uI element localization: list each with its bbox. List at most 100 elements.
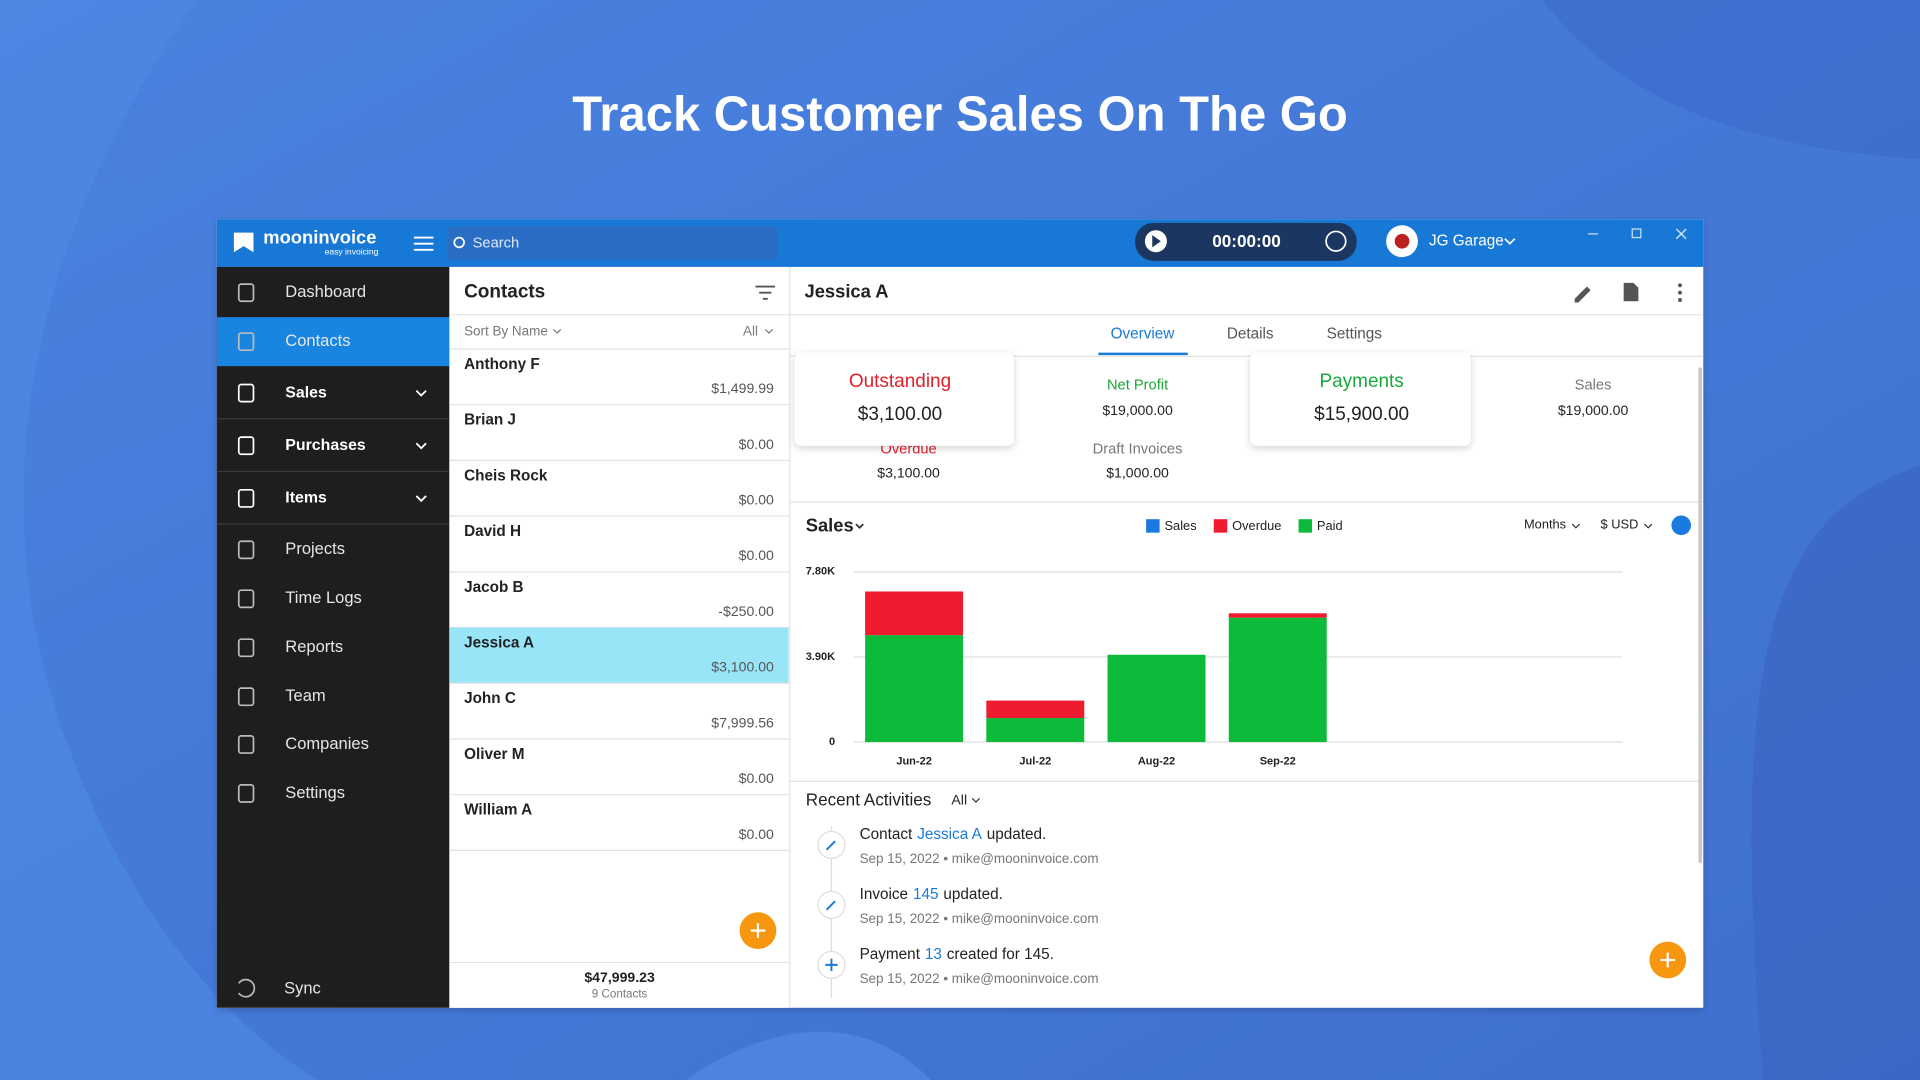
- search-box[interactable]: [446, 226, 778, 260]
- period-chevron: [1571, 523, 1581, 529]
- document-button[interactable]: [1623, 282, 1639, 302]
- contacts-count: 9 Contacts: [592, 987, 648, 1000]
- contact-amount: $0.00: [739, 547, 774, 563]
- info-button[interactable]: [1325, 230, 1347, 252]
- bg-shape: [1542, 0, 1920, 160]
- nav-item[interactable]: Dashboard: [285, 282, 366, 301]
- avatar-logo: [1394, 233, 1410, 249]
- list-filter[interactable]: All: [743, 323, 758, 338]
- nav-item[interactable]: Settings: [285, 783, 345, 802]
- logo-icon: [233, 232, 254, 253]
- payments-card[interactable]: [1250, 352, 1471, 446]
- bg-shape: [1751, 465, 1920, 1080]
- tagline: easy invoicing: [325, 247, 379, 257]
- activity-prefix: Payment: [860, 946, 921, 963]
- bar-segment: [1107, 654, 1206, 743]
- net-profit-value: $19,000.00: [1102, 402, 1173, 418]
- nav-icon: [237, 283, 255, 303]
- contact-name[interactable]: Cheis Rock: [464, 467, 548, 484]
- timer: 00:00:00: [1212, 231, 1281, 251]
- tab[interactable]: Details: [1227, 325, 1274, 342]
- filter-icon[interactable]: [755, 285, 776, 300]
- scrollbar[interactable]: [1698, 367, 1703, 864]
- activity-prefix: Invoice: [860, 886, 908, 903]
- legend-swatch: [1146, 519, 1160, 533]
- tab[interactable]: Overview: [1111, 325, 1176, 342]
- nav-item[interactable]: Companies: [285, 734, 369, 753]
- activity-text: Invoice 145 updated.: [860, 886, 1003, 903]
- play-icon: [1152, 235, 1161, 248]
- bg-shape: [0, 0, 319, 1080]
- activity-text: Payment 13 created for 145.: [860, 946, 1054, 963]
- contact-name[interactable]: Anthony F: [464, 356, 540, 373]
- y-tick-label: 7.80K: [806, 566, 835, 578]
- y-tick-label: 3.90K: [806, 651, 835, 663]
- nav-item[interactable]: Items: [285, 490, 327, 507]
- nav-item[interactable]: Reports: [285, 637, 343, 656]
- activity-suffix: updated.: [943, 886, 1003, 903]
- brand: mooninvoice: [263, 227, 376, 248]
- x-tick-label: Aug-22: [1138, 756, 1175, 768]
- bar-segment: [986, 700, 1085, 719]
- sync-label[interactable]: Sync: [284, 979, 321, 998]
- app-window: mooninvoice easy invoicing Search 00:00:…: [216, 219, 1704, 1008]
- bar-segment: [986, 718, 1085, 743]
- outstanding-value: $3,100.00: [858, 404, 942, 425]
- activity-link[interactable]: 13: [925, 946, 942, 963]
- contact-name[interactable]: John C: [464, 690, 516, 707]
- nav-icon: [237, 784, 255, 803]
- legend-label[interactable]: Paid: [1317, 518, 1343, 533]
- net-profit-label: Net Profit: [1107, 378, 1168, 394]
- contact-name[interactable]: William A: [464, 802, 532, 819]
- contact-name[interactable]: Jessica A: [464, 635, 534, 652]
- sync-icon: [238, 978, 256, 998]
- contact-name[interactable]: Oliver M: [464, 746, 524, 763]
- plus-icon: [1660, 952, 1676, 968]
- nav-item[interactable]: Time Logs: [285, 588, 362, 607]
- nav-item[interactable]: Purchases: [285, 437, 366, 454]
- contact-amount: $0.00: [739, 770, 774, 786]
- tab[interactable]: Settings: [1327, 325, 1383, 342]
- company-name[interactable]: JG Garage: [1429, 232, 1504, 249]
- chart-title-chevron: [855, 523, 864, 529]
- contact-name[interactable]: Brian J: [464, 412, 516, 429]
- nav-item[interactable]: Contacts: [285, 331, 350, 350]
- contact-amount: -$250.00: [718, 603, 774, 619]
- bg-shape: [685, 1031, 931, 1080]
- list-filter-chevron: [764, 328, 774, 334]
- chart-title[interactable]: Sales: [806, 514, 854, 535]
- sort-label[interactable]: Sort By Name: [464, 323, 548, 338]
- nav-item[interactable]: Team: [285, 686, 325, 705]
- more-button[interactable]: [1678, 283, 1682, 302]
- payments-label: Payments: [1319, 371, 1403, 392]
- nav-chevron: [415, 389, 427, 397]
- activity-meta: Sep 15, 2022 • mike@mooninvoice.com: [860, 911, 1099, 926]
- sidebar-active: [216, 317, 450, 367]
- legend-swatch: [1298, 519, 1313, 533]
- nav-item[interactable]: Sales: [285, 384, 327, 401]
- currency-select[interactable]: $ USD: [1601, 517, 1639, 532]
- activity-link[interactable]: 145: [913, 886, 939, 903]
- chart-type-button[interactable]: [1671, 515, 1692, 536]
- activities-filter[interactable]: All: [951, 792, 967, 808]
- menu-button[interactable]: [413, 236, 434, 251]
- outstanding-card[interactable]: [794, 352, 1014, 446]
- nav-icon: [237, 687, 255, 707]
- currency-chevron: [1644, 523, 1653, 529]
- timer-pill: [1135, 222, 1357, 261]
- nav-item[interactable]: Projects: [285, 539, 345, 558]
- x-tick-label: Sep-22: [1260, 756, 1296, 768]
- activity-glyph: [825, 840, 836, 851]
- legend-label[interactable]: Sales: [1164, 518, 1196, 533]
- edit-button[interactable]: [1574, 286, 1591, 303]
- contact-name[interactable]: David H: [464, 523, 521, 540]
- activity-link[interactable]: Jessica A: [917, 826, 982, 843]
- activity-meta: Sep 15, 2022 • mike@mooninvoice.com: [860, 971, 1099, 986]
- contacts-title: Contacts: [464, 282, 545, 303]
- sales-label: Sales: [1575, 378, 1612, 394]
- contact-name[interactable]: Jacob B: [464, 579, 524, 596]
- legend-label[interactable]: Overdue: [1232, 518, 1281, 533]
- close-button[interactable]: [1675, 228, 1687, 240]
- period-select[interactable]: Months: [1524, 517, 1566, 532]
- restore-button[interactable]: [1631, 228, 1642, 239]
